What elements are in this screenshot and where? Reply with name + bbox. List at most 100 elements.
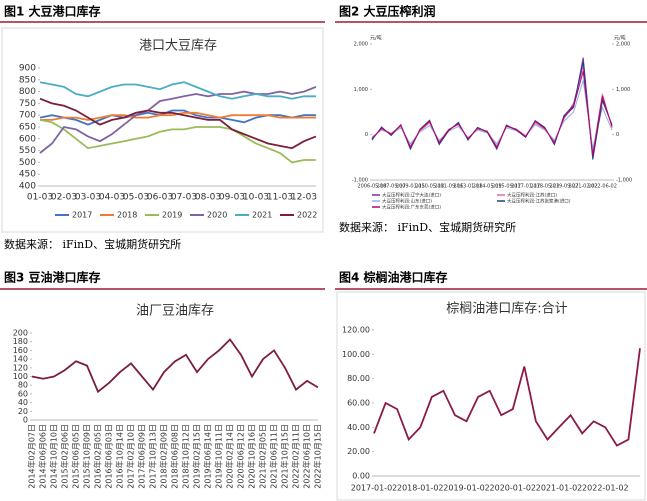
y-tick-label: 700 [19, 111, 36, 121]
x-tick-label: 05-03 [123, 193, 149, 203]
x-tick-label: 2013-01-18 [453, 184, 482, 190]
x-tick-label: 2009-01-15 [396, 184, 425, 190]
legend-label: 大豆压榨利润:广东东莞(进口) [382, 204, 441, 211]
legend-label: 2017 [72, 211, 92, 220]
y2-unit: 元/吨 [614, 35, 626, 42]
x-tick-label: 11-03 [267, 193, 293, 203]
legend-label: 2020 [207, 211, 227, 220]
series-line [31, 338, 319, 394]
y-tick-label: 100.00 [342, 350, 370, 359]
x-tick-label: 04-03 [99, 193, 125, 203]
chart-title: 棕榈油港口库存:合计 [446, 301, 567, 317]
series-line [39, 109, 316, 126]
y-tick-label: 1,000 [354, 87, 368, 93]
x-tick-label: 2022-06-02 [588, 184, 617, 190]
series-line [373, 348, 641, 447]
x-tick-label: 09-03 [219, 193, 245, 203]
x-tick-label: 2015年02月06日 [60, 424, 70, 489]
legend-label: 2019 [162, 211, 182, 220]
x-tick-label: 2014年06月06日 [38, 424, 48, 489]
x-tick-label: 02-03 [51, 193, 77, 203]
legend-label: 大豆压榨利润:江苏(进口) [507, 192, 557, 199]
x-tick-label: 2020年06月12日 [236, 424, 246, 489]
source-note: 数据来源： iFinD、宝城期货研究所 [339, 220, 516, 234]
y-tick-label: 400 [19, 182, 36, 192]
y-tick-label: 120.00 [342, 326, 370, 335]
x-tick-label: 2017年06月09日 [137, 424, 147, 489]
y2-tick-label: 1,000 [616, 87, 630, 93]
y-tick-label: 0 [365, 132, 368, 138]
y-tick-label: 20 [18, 407, 28, 416]
y-tick-label: -1,000 [352, 178, 368, 184]
x-tick-label: 2014-05-19 [473, 184, 502, 190]
x-tick-label: 2020年02月14日 [225, 424, 235, 489]
chart-frame [1, 27, 324, 233]
y-unit: 元/吨 [370, 35, 382, 42]
series-line [39, 86, 317, 154]
figure-header: 图2 大豆压榨利润 [339, 4, 436, 19]
legend-label: 2021 [252, 211, 272, 220]
x-tick-label: 2014年02月07日 [27, 424, 37, 489]
x-tick-label: 2018-01-02 [397, 484, 444, 493]
y-tick-label: 0.00 [352, 472, 370, 481]
y-tick-label: 60.00 [347, 399, 370, 408]
x-tick-label: 2017年10月13日 [148, 424, 158, 489]
y2-tick-label: -1,000 [616, 178, 632, 184]
y-tick-label: 900 [19, 64, 36, 74]
chart-title: 油厂豆油库存 [136, 303, 214, 319]
x-tick-label: 2018-05-23 [530, 184, 559, 190]
y-tick-label: 0 [23, 416, 28, 425]
x-tick-label: 2016年06月03日 [104, 424, 114, 489]
x-tick-label: 2010-05-18 [415, 184, 444, 190]
x-tick-label: 2022-01-02 [582, 484, 629, 493]
y-tick-label: 500 [19, 158, 36, 168]
y2-tick-label: 2,000 [616, 42, 630, 48]
figure-header: 图1 大豆港口库存 [4, 4, 101, 19]
x-tick-label: 2019年02月15日 [192, 424, 202, 489]
chart-title: 港口大豆库存 [139, 38, 217, 54]
y-tick-label: 80 [18, 381, 28, 390]
y-tick-label: 80.00 [347, 374, 370, 383]
x-tick-label: 2015年06月05日 [71, 424, 81, 489]
x-tick-label: 06-03 [147, 193, 173, 203]
x-tick-label: 01-03 [27, 193, 53, 203]
x-tick-label: 2021-01-02 [536, 484, 583, 493]
y-tick-label: 450 [19, 170, 36, 180]
y-tick-label: 850 [19, 75, 36, 85]
legend-label: 大豆压榨利润:山东(进口) [382, 198, 432, 205]
x-tick-label: 2017-01-17 [511, 184, 540, 190]
x-tick-label: 2021-02-02 [569, 184, 598, 190]
y-tick-label: 100 [13, 372, 28, 381]
x-tick-label: 2022年06月10日 [302, 424, 312, 489]
y-tick-label: 120 [13, 363, 28, 372]
x-tick-label: 2015年10月09日 [82, 424, 92, 489]
x-tick-label: 2018年02月09日 [159, 424, 169, 489]
x-tick-label: 2021年02月05日 [258, 424, 268, 489]
x-tick-label: 03-03 [75, 193, 101, 203]
y-tick-label: 160 [13, 346, 28, 355]
series-line [39, 119, 316, 164]
x-tick-label: 2022年10月15日 [313, 424, 323, 489]
y-tick-label: 140 [13, 355, 28, 364]
x-tick-label: 2015-09-17 [492, 184, 521, 190]
x-tick-label: 2018年06月08日 [170, 424, 180, 489]
x-tick-label: 2017-01-02 [351, 484, 398, 493]
legend-label: 2022 [297, 211, 317, 220]
y-tick-label: 650 [19, 123, 36, 133]
x-tick-label: 2022年02月11日 [291, 424, 301, 489]
x-tick-label: 10-03 [243, 193, 269, 203]
legend-label: 大豆压榨利润:辽宁大连(进口) [382, 192, 441, 199]
y-tick-label: 40 [18, 398, 28, 407]
legend-label: 2018 [117, 211, 137, 220]
x-tick-label: 2019年10月11日 [214, 424, 224, 489]
x-tick-label: 2014年10月10日 [49, 424, 59, 489]
x-tick-label: 2017年02月10日 [126, 424, 136, 489]
source-note: 数据来源： iFinD、宝城期货研究所 [4, 237, 181, 251]
y-tick-label: 800 [19, 87, 36, 97]
x-tick-label: 2020-01-02 [490, 484, 537, 493]
y-tick-label: 180 [13, 337, 28, 346]
y-tick-label: 550 [19, 146, 36, 156]
y-tick-label: 200 [13, 329, 28, 338]
x-tick-label: 2018年10月12日 [181, 424, 191, 489]
